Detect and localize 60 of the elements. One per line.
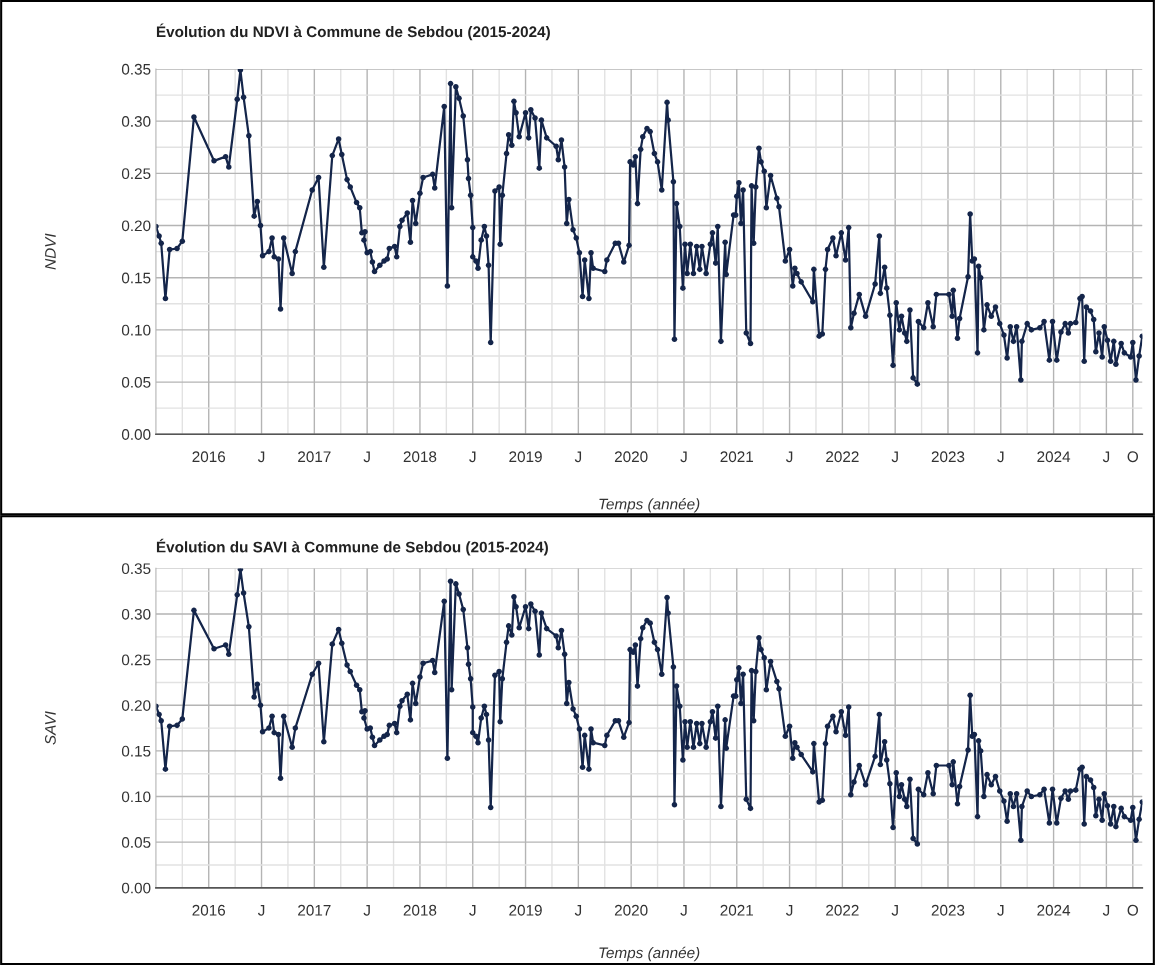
y-tick-label: 0.25 (121, 168, 151, 180)
x-tick-label: 2023 (931, 904, 965, 916)
x-tick-label: O (1127, 904, 1138, 916)
x-tick-label: J (1102, 451, 1110, 463)
x-tick-label: J (257, 451, 265, 463)
x-tick-label: 2024 (1037, 904, 1071, 916)
x-tick-label: J (469, 451, 476, 463)
x-tick-label: J (785, 451, 793, 463)
x-tick-label: J (680, 905, 687, 916)
chart-title: Évolution du NDVI à Commune de Sebdou (2015-2024) (156, 23, 550, 41)
x-tick-label: 2018 (403, 904, 437, 916)
y-tick-label: 0.30 (121, 608, 151, 620)
x-tick-label: 2021 (720, 904, 754, 916)
y-tick-label: 0.30 (121, 116, 151, 127)
x-tick-label: J (891, 451, 898, 463)
x-tick-label: 2017 (298, 904, 331, 916)
x-axis-title: Temps (année) (599, 946, 700, 962)
x-tick-label: J (891, 905, 898, 916)
y-axis-title: SAVI (44, 711, 56, 745)
x-tick-label: J (574, 905, 582, 916)
x-tick-label: 2016 (192, 904, 226, 916)
x-tick-label: 2016 (192, 451, 226, 463)
y-tick-label: 0.05 (121, 376, 151, 388)
x-tick-label: J (363, 905, 370, 916)
x-tick-label: J (363, 451, 370, 463)
x-tick-label: J (785, 905, 793, 916)
x-tick-label: 2024 (1037, 451, 1071, 463)
x-tick-label: 2021 (720, 451, 754, 463)
chart-title: Évolution du SAVI à Commune de Sebdou (2015-2024) (156, 538, 548, 556)
x-tick-label: 2020 (614, 904, 648, 916)
y-tick-label: 0.25 (121, 654, 151, 666)
x-tick-label: J (997, 905, 1004, 916)
y-tick-label: 0.00 (121, 429, 151, 440)
x-tick-label: J (1102, 905, 1110, 916)
x-tick-label: J (997, 451, 1004, 463)
x-tick-label: J (574, 451, 582, 463)
y-tick-label: 0.10 (121, 791, 151, 803)
x-tick-label: J (680, 451, 687, 463)
y-tick-label: 0.20 (121, 700, 151, 711)
y-axis-title: NDVI (45, 233, 56, 270)
x-tick-label: 2022 (826, 904, 859, 916)
y-tick-label: 0.05 (121, 837, 151, 848)
x-tick-label: J (257, 905, 265, 916)
y-tick-label: 0.20 (121, 220, 151, 232)
x-tick-label: J (469, 905, 476, 916)
x-tick-label: O (1127, 451, 1138, 463)
y-tick-label: 0.00 (121, 882, 151, 894)
y-tick-label: 0.15 (121, 745, 151, 757)
x-tick-label: 2019 (509, 904, 542, 916)
x-tick-label: 2018 (403, 451, 437, 463)
x-axis-title: Temps (année) (599, 498, 700, 513)
y-tick-label: 0.10 (121, 324, 151, 336)
y-tick-label: 0.15 (121, 272, 151, 284)
y-tick-label: 0.35 (121, 63, 151, 75)
x-tick-label: 2022 (826, 451, 859, 463)
x-tick-label: 2023 (931, 451, 965, 463)
x-tick-label: 2019 (509, 451, 542, 463)
x-tick-label: 2017 (298, 451, 331, 463)
x-tick-label: 2020 (614, 451, 648, 463)
y-tick-label: 0.35 (121, 563, 151, 575)
